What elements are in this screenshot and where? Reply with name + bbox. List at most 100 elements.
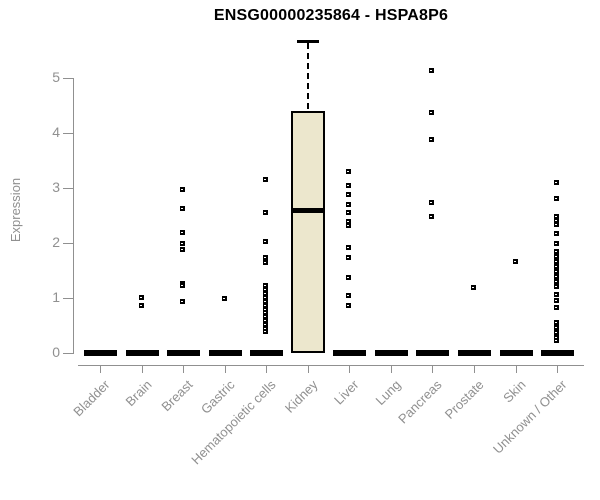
data-point (554, 231, 560, 237)
data-point (554, 196, 560, 201)
box-kidney (290, 111, 325, 353)
data-point (263, 209, 269, 215)
data-point (263, 176, 269, 182)
y-axis-tick (63, 78, 73, 79)
y-tick-label: 5 (52, 69, 60, 85)
data-point (263, 286, 269, 292)
data-point (429, 214, 435, 220)
zero-bar-bladder (84, 350, 117, 356)
y-axis-tick (63, 243, 73, 244)
data-point (554, 269, 560, 275)
data-point (554, 222, 560, 228)
y-tick-label: 4 (52, 124, 60, 140)
x-axis-tick (224, 365, 226, 373)
data-point (554, 218, 560, 223)
data-point (263, 314, 269, 320)
data-point (263, 310, 269, 316)
zero-bar-breast (167, 350, 201, 356)
y-tick-label: 2 (52, 234, 60, 250)
x-axis-tick (183, 365, 185, 373)
data-point (429, 109, 435, 115)
data-point (263, 238, 269, 244)
data-point (554, 324, 560, 330)
data-point (554, 249, 560, 255)
data-point (346, 292, 352, 298)
data-point (554, 298, 560, 304)
x-axis-tick (515, 365, 517, 373)
data-point (180, 247, 186, 253)
data-point (346, 275, 352, 281)
data-point (180, 282, 186, 288)
data-point (554, 179, 560, 185)
data-point (346, 302, 352, 308)
x-axis-tick (557, 365, 559, 373)
upper-whisker (306, 43, 309, 109)
data-point (180, 229, 186, 235)
data-point (263, 298, 269, 304)
x-axis-tick (100, 365, 101, 373)
data-point (554, 284, 560, 289)
data-point (554, 213, 560, 219)
data-point (263, 255, 269, 261)
median-line (290, 208, 325, 213)
zero-bar-unknown-other (541, 350, 575, 356)
data-point (554, 274, 560, 280)
x-axis-tick (432, 365, 434, 373)
data-point (554, 319, 560, 325)
y-axis-tick (63, 298, 73, 299)
data-point (346, 222, 352, 228)
chart-title: ENSG00000235864 - HSPA8P6 (213, 7, 449, 24)
data-point (180, 299, 186, 305)
zero-bar-hematopoietic-cells (250, 350, 284, 356)
zero-bar-brain (125, 350, 159, 356)
y-axis-tick (63, 188, 73, 189)
data-point (263, 321, 269, 327)
data-point (554, 240, 560, 246)
x-axis-tick (141, 365, 143, 373)
zero-bar-prostate (457, 350, 491, 356)
data-point (346, 244, 352, 250)
data-point (512, 259, 518, 265)
data-point (180, 241, 186, 247)
zero-bar-lung (374, 350, 408, 356)
data-point (263, 318, 269, 324)
data-point (554, 279, 560, 285)
data-point (346, 201, 352, 207)
data-point (554, 338, 560, 344)
zero-bar-liver (333, 350, 367, 356)
x-axis-tick (390, 365, 392, 373)
data-point (429, 200, 435, 206)
data-point (263, 295, 269, 300)
x-axis-tick (473, 365, 475, 373)
data-point (138, 295, 144, 300)
x-axis-line (78, 365, 584, 366)
y-axis-line (73, 78, 74, 354)
data-point (346, 192, 352, 198)
data-point (554, 259, 560, 265)
data-point (263, 328, 269, 334)
data-point (554, 329, 560, 335)
data-point (554, 304, 560, 310)
x-axis-tick (266, 365, 268, 373)
x-axis-tick (349, 365, 351, 373)
data-point (180, 205, 186, 211)
y-tick-label: 0 (52, 344, 60, 360)
data-point (346, 168, 352, 174)
zero-bar-pancreas (416, 350, 450, 356)
data-point (346, 183, 352, 189)
zero-bar-gastric (208, 350, 242, 356)
data-point (554, 264, 560, 270)
y-axis-tick (63, 133, 73, 134)
data-point (429, 136, 435, 142)
data-point (554, 254, 560, 260)
y-tick-label: 3 (52, 179, 60, 195)
data-point (263, 282, 269, 288)
y-axis-tick (63, 353, 73, 354)
data-point (221, 296, 227, 302)
x-axis-tick (307, 365, 309, 373)
data-point (180, 186, 186, 192)
data-point (554, 334, 560, 340)
data-point (346, 218, 352, 224)
